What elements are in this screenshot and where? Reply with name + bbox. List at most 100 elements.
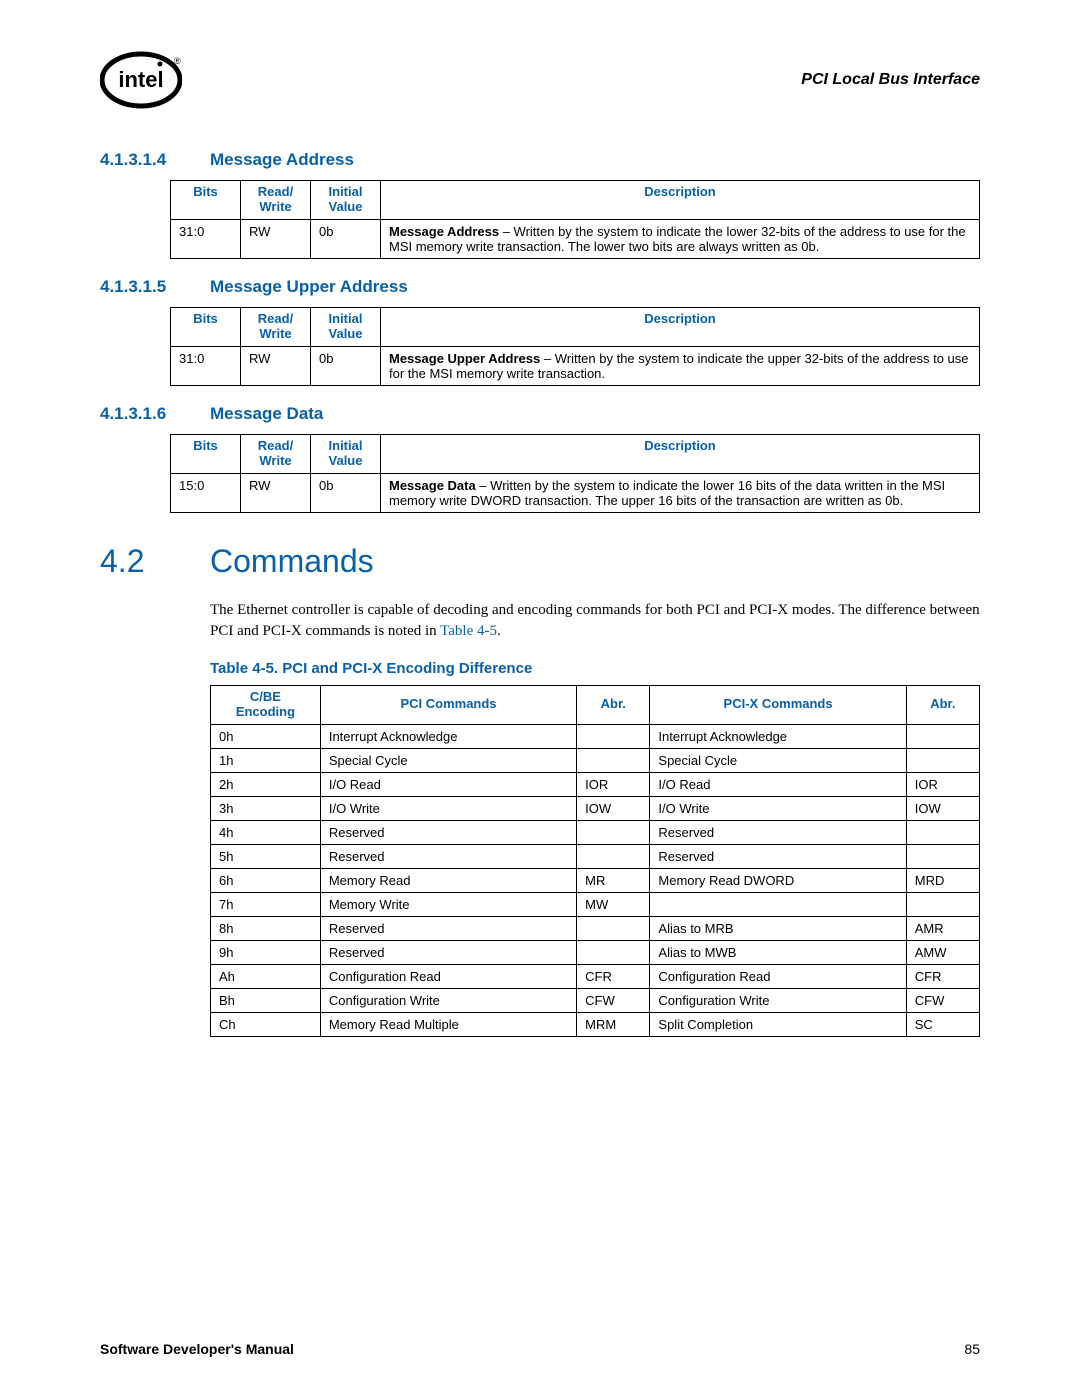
page-footer: Software Developer's Manual 85 — [100, 1341, 980, 1357]
cell-rw: RW — [241, 346, 311, 385]
cell-abr2 — [906, 820, 979, 844]
table-row: 0hInterrupt AcknowledgeInterrupt Acknowl… — [211, 724, 980, 748]
col-rw: Read/ Write — [241, 181, 311, 220]
cell-pcix: Configuration Read — [650, 964, 906, 988]
heading-number: 4.1.3.1.6 — [100, 404, 210, 424]
col-desc: Description — [381, 181, 980, 220]
col-iv: Initial Value — [311, 181, 381, 220]
table-message-address: Bits Read/ Write Initial Value Descripti… — [170, 180, 980, 259]
header-title: PCI Local Bus Interface — [801, 71, 980, 89]
table-message-upper-address: Bits Read/ Write Initial Value Descripti… — [170, 307, 980, 386]
col-bits: Bits — [171, 181, 241, 220]
cell-abr2: IOW — [906, 796, 979, 820]
table-row: 7hMemory WriteMW — [211, 892, 980, 916]
cell-abr2: AMR — [906, 916, 979, 940]
cell-bits: 31:0 — [171, 346, 241, 385]
cell-abr — [577, 724, 650, 748]
cell-encoding: 7h — [211, 892, 321, 916]
table-row: 31:0 RW 0b Message Upper Address – Writt… — [171, 346, 980, 385]
col-desc: Description — [381, 434, 980, 473]
cell-pcix: Interrupt Acknowledge — [650, 724, 906, 748]
cell-encoding: 5h — [211, 844, 321, 868]
col-rw: Read/ Write — [241, 434, 311, 473]
cell-pcix: Reserved — [650, 844, 906, 868]
cell-abr2: IOR — [906, 772, 979, 796]
cell-iv: 0b — [311, 219, 381, 258]
heading-number: 4.2 — [100, 543, 210, 580]
cell-desc: Message Address – Written by the system … — [381, 219, 980, 258]
heading-text: Message Address — [210, 150, 354, 169]
cell-encoding: 1h — [211, 748, 321, 772]
svg-text:®: ® — [174, 56, 181, 66]
cell-encoding: 2h — [211, 772, 321, 796]
table-row: 5hReservedReserved — [211, 844, 980, 868]
cell-pci: I/O Write — [320, 796, 576, 820]
cell-pcix: I/O Write — [650, 796, 906, 820]
col-pci: PCI Commands — [320, 685, 576, 724]
table-row: 9hReservedAlias to MWBAMW — [211, 940, 980, 964]
cell-pcix: Memory Read DWORD — [650, 868, 906, 892]
table-4-5-caption: Table 4-5. PCI and PCI-X Encoding Differ… — [210, 660, 980, 677]
cell-encoding: 4h — [211, 820, 321, 844]
cell-desc: Message Data – Written by the system to … — [381, 473, 980, 512]
cell-pci: Memory Read Multiple — [320, 1012, 576, 1036]
heading-4-1-3-1-4: 4.1.3.1.4Message Address — [100, 150, 980, 170]
cell-bits: 31:0 — [171, 219, 241, 258]
col-abr: Abr. — [577, 685, 650, 724]
cell-abr2 — [906, 724, 979, 748]
col-desc: Description — [381, 307, 980, 346]
table-row: 3hI/O WriteIOWI/O WriteIOW — [211, 796, 980, 820]
commands-text-pre: The Ethernet controller is capable of de… — [210, 602, 980, 639]
cell-rw: RW — [241, 473, 311, 512]
cell-abr2: MRD — [906, 868, 979, 892]
cell-abr2: SC — [906, 1012, 979, 1036]
cell-abr — [577, 748, 650, 772]
cell-encoding: Bh — [211, 988, 321, 1012]
cell-pci: Reserved — [320, 820, 576, 844]
heading-number: 4.1.3.1.4 — [100, 150, 210, 170]
cell-pci: Configuration Read — [320, 964, 576, 988]
table-header-row: C/BE Encoding PCI Commands Abr. PCI-X Co… — [211, 685, 980, 724]
table-4-5: C/BE Encoding PCI Commands Abr. PCI-X Co… — [210, 685, 980, 1037]
cell-abr: CFR — [577, 964, 650, 988]
cell-bits: 15:0 — [171, 473, 241, 512]
col-bits: Bits — [171, 434, 241, 473]
table-ref-link[interactable]: Table 4-5 — [440, 623, 497, 639]
cell-abr: IOW — [577, 796, 650, 820]
cell-pcix: Alias to MRB — [650, 916, 906, 940]
cell-abr: IOR — [577, 772, 650, 796]
cell-abr: MW — [577, 892, 650, 916]
cell-pci: Memory Read — [320, 868, 576, 892]
cell-encoding: 6h — [211, 868, 321, 892]
cell-pci: I/O Read — [320, 772, 576, 796]
col-iv: Initial Value — [311, 434, 381, 473]
page-header: intel ® PCI Local Bus Interface — [100, 50, 980, 110]
desc-bold: Message Upper Address — [389, 351, 540, 366]
cell-pci: Reserved — [320, 916, 576, 940]
cell-abr — [577, 844, 650, 868]
footer-left: Software Developer's Manual — [100, 1341, 294, 1357]
cell-iv: 0b — [311, 346, 381, 385]
cell-abr2: AMW — [906, 940, 979, 964]
cell-encoding: 3h — [211, 796, 321, 820]
table-row: AhConfiguration ReadCFRConfiguration Rea… — [211, 964, 980, 988]
commands-text-post: . — [497, 623, 501, 639]
cell-pci: Configuration Write — [320, 988, 576, 1012]
table-header-row: Bits Read/ Write Initial Value Descripti… — [171, 181, 980, 220]
table-row: 2hI/O ReadIORI/O ReadIOR — [211, 772, 980, 796]
heading-4-1-3-1-6: 4.1.3.1.6Message Data — [100, 404, 980, 424]
table-row: 6hMemory ReadMRMemory Read DWORDMRD — [211, 868, 980, 892]
page: intel ® PCI Local Bus Interface 4.1.3.1.… — [0, 0, 1080, 1397]
heading-4-2: 4.2Commands — [100, 543, 980, 580]
cell-encoding: 8h — [211, 916, 321, 940]
heading-text: Message Data — [210, 404, 323, 423]
cell-pci: Reserved — [320, 844, 576, 868]
cell-pcix — [650, 892, 906, 916]
col-rw: Read/ Write — [241, 307, 311, 346]
table-header-row: Bits Read/ Write Initial Value Descripti… — [171, 434, 980, 473]
cell-pcix: Split Completion — [650, 1012, 906, 1036]
cell-abr: MRM — [577, 1012, 650, 1036]
cell-encoding: 9h — [211, 940, 321, 964]
footer-page-number: 85 — [964, 1341, 980, 1357]
cell-pcix: Configuration Write — [650, 988, 906, 1012]
